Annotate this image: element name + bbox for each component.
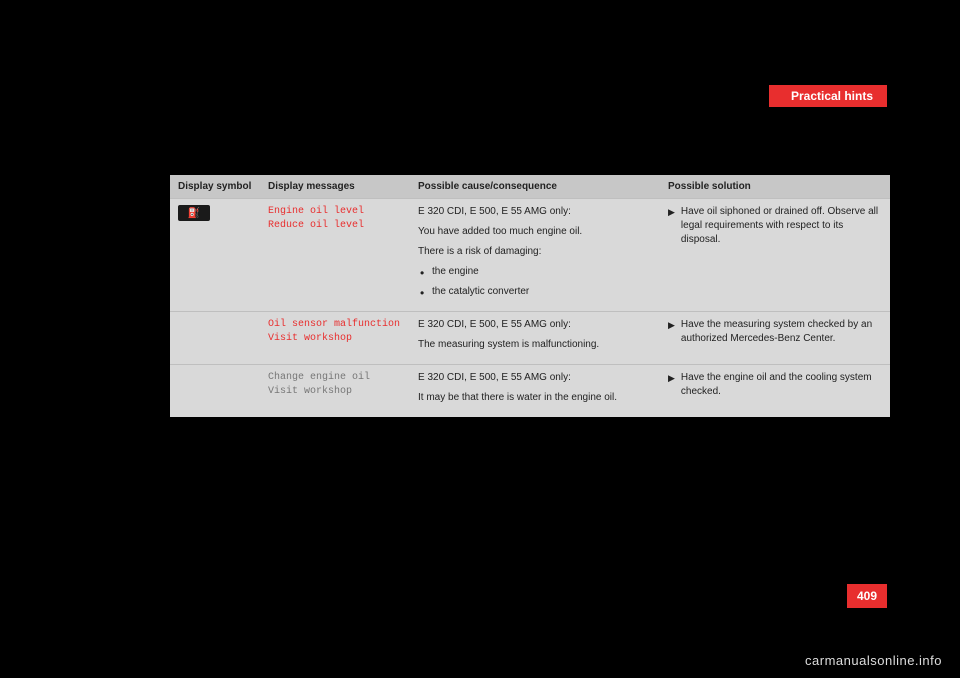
message-line: Engine oil level xyxy=(268,205,402,219)
message-line: Reduce oil level xyxy=(268,219,402,233)
display-messages-cell: Oil sensor malfunction Visit workshop xyxy=(260,312,410,364)
message-line: Change engine oil xyxy=(268,371,402,385)
page-number: 409 xyxy=(847,584,887,608)
cause-cell: E 320 CDI, E 500, E 55 AMG only: The mea… xyxy=(410,312,660,364)
solution-cell: ▶ Have oil siphoned or drained off. Obse… xyxy=(660,199,890,311)
display-messages-cell: Change engine oil Visit workshop xyxy=(260,365,410,417)
cause-text: It may be that there is water in the eng… xyxy=(418,391,652,405)
table-header-row: Display symbol Display messages Possible… xyxy=(170,175,890,198)
section-header: Practical hints xyxy=(769,85,887,107)
cause-text: There is a risk of damaging: xyxy=(418,245,652,259)
display-symbol-cell xyxy=(170,365,260,417)
cause-bullet: the catalytic converter xyxy=(418,285,652,299)
solution-text: Have oil siphoned or drained off. Observ… xyxy=(681,205,882,247)
header-cause: Possible cause/consequence xyxy=(410,175,660,198)
header-solution: Possible solution xyxy=(660,175,890,198)
triangle-icon: ▶ xyxy=(668,319,675,346)
display-messages-cell: Engine oil level Reduce oil level xyxy=(260,199,410,311)
header-symbol: Display symbol xyxy=(170,175,260,198)
header-messages: Display messages xyxy=(260,175,410,198)
watermark: carmanualsonline.info xyxy=(805,653,942,668)
message-line: Oil sensor malfunction xyxy=(268,318,402,332)
table-row: ⛽ Engine oil level Reduce oil level E 32… xyxy=(170,198,890,311)
message-line: Visit workshop xyxy=(268,332,402,346)
cause-text: E 320 CDI, E 500, E 55 AMG only: xyxy=(418,371,652,385)
cause-text: You have added too much engine oil. xyxy=(418,225,652,239)
solution-text: Have the engine oil and the cooling syst… xyxy=(681,371,882,399)
cause-cell: E 320 CDI, E 500, E 55 AMG only: You hav… xyxy=(410,199,660,311)
cause-text: E 320 CDI, E 500, E 55 AMG only: xyxy=(418,318,652,332)
solution-text: Have the measuring system checked by an … xyxy=(681,318,882,346)
messages-table: Display symbol Display messages Possible… xyxy=(170,175,890,417)
message-line: Visit workshop xyxy=(268,385,402,399)
cause-cell: E 320 CDI, E 500, E 55 AMG only: It may … xyxy=(410,365,660,417)
cause-text: E 320 CDI, E 500, E 55 AMG only: xyxy=(418,205,652,219)
cause-bullet: the engine xyxy=(418,265,652,279)
triangle-icon: ▶ xyxy=(668,206,675,247)
display-symbol-cell xyxy=(170,312,260,364)
triangle-icon: ▶ xyxy=(668,372,675,399)
cause-text: The measuring system is malfunctioning. xyxy=(418,338,652,352)
table-row: Oil sensor malfunction Visit workshop E … xyxy=(170,311,890,364)
oil-can-icon: ⛽ xyxy=(188,208,200,219)
table-row: Change engine oil Visit workshop E 320 C… xyxy=(170,364,890,417)
display-symbol-cell: ⛽ xyxy=(170,199,260,311)
solution-cell: ▶ Have the measuring system checked by a… xyxy=(660,312,890,364)
solution-cell: ▶ Have the engine oil and the cooling sy… xyxy=(660,365,890,417)
